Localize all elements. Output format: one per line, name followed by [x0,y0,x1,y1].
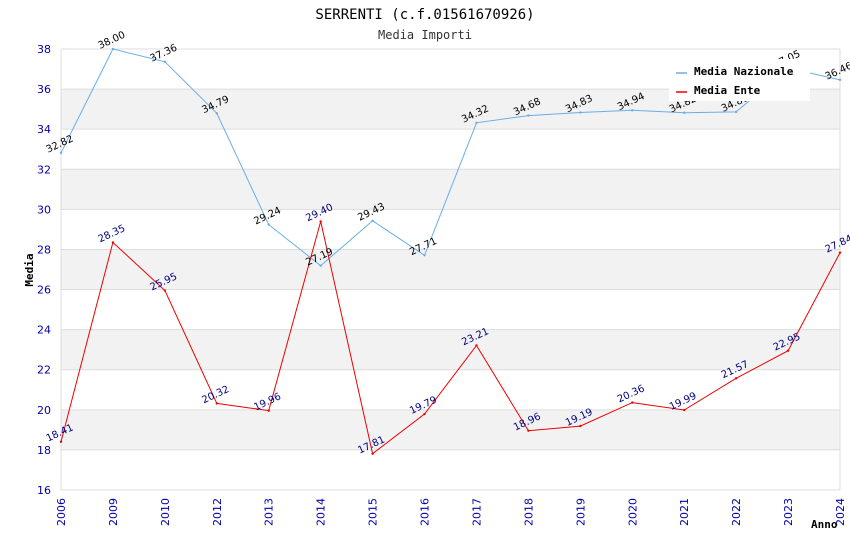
chart-subtitle: Media Importi [378,28,472,42]
data-point-ente [163,289,167,292]
x-tick-label: 2006 [55,498,68,526]
data-point-nazionale [267,223,270,226]
data-point-ente [734,377,738,380]
legend-box [669,59,810,101]
data-point-ente [215,402,218,405]
y-tick-label: 32 [37,163,51,176]
x-tick-label: 2021 [678,498,691,526]
legend-label-media-ente: Media Ente [694,84,761,97]
data-point-nazionale [319,264,322,267]
x-tick-label: 2020 [626,498,639,526]
data-point-ente [631,401,634,404]
data-point-ente [319,220,322,223]
chart-title: SERRENTI (c.f.01561670926) [315,7,534,23]
data-point-nazionale [734,110,738,114]
data-point-nazionale [527,114,530,117]
y-tick-label: 28 [37,243,51,256]
data-point-ente [111,241,115,244]
data-point-nazionale [579,111,582,114]
data-point-ente [423,412,426,416]
x-tick-label: 2015 [367,498,380,526]
x-tick-label: 2014 [315,498,328,526]
x-tick-label: 2013 [263,498,276,526]
y-tick-label: 26 [37,284,51,297]
data-point-ente [683,408,686,412]
x-tick-label: 2024 [834,498,847,526]
data-point-nazionale [111,47,115,51]
x-tick-label: 2018 [522,498,535,526]
grid-bands [61,89,840,450]
x-tick-label: 2012 [211,498,224,526]
x-tick-label: 2017 [470,498,483,526]
grid-lines [61,48,840,491]
data-point-nazionale [631,109,634,112]
y-tick-label: 22 [37,364,51,377]
y-tick-label: 30 [37,203,51,216]
legend: Media Nazionale Media Ente [669,59,810,101]
x-tick-label: 2009 [107,498,120,526]
y-tick-label: 18 [37,444,51,457]
y-tick-label: 38 [37,43,51,56]
grid-band [61,249,840,290]
grid-band [61,329,840,370]
legend-label-media-nazionale: Media Nazionale [694,65,794,78]
data-point-ente [267,409,270,412]
data-point-ente [786,349,790,352]
data-point-ente [59,440,63,443]
x-tick-label: 2010 [159,498,172,526]
data-point-ente [527,429,530,432]
data-point-nazionale [163,60,167,64]
data-point-nazionale [683,111,686,114]
data-point-nazionale [215,112,218,115]
data-point-ente [579,424,582,428]
data-point-ente [475,344,478,347]
x-axis-title: Anno [811,518,838,531]
series-line-media-nazionale [60,48,841,267]
x-tick-label: 2022 [730,498,743,526]
x-tick-label: 2023 [782,498,795,526]
data-point-ente [838,251,842,254]
y-tick-label: 16 [37,484,51,497]
x-tick-label: 2016 [419,498,432,526]
data-point-nazionale [475,121,478,124]
y-tick-label: 20 [37,404,51,417]
data-point-ente [371,452,374,455]
data-point-nazionale [371,219,374,222]
data-point-nazionale [423,254,426,257]
y-tick-label: 24 [37,324,51,337]
y-tick-label: 36 [37,83,51,96]
grid-band [61,409,840,450]
series-line-media-ente [60,221,841,455]
y-axis-title: Media [23,253,36,286]
x-tick-label: 2019 [574,498,587,526]
y-tick-label: 34 [37,123,51,136]
data-point-nazionale [59,151,63,155]
series-layer [59,47,842,455]
data-point-nazionale [838,78,842,82]
